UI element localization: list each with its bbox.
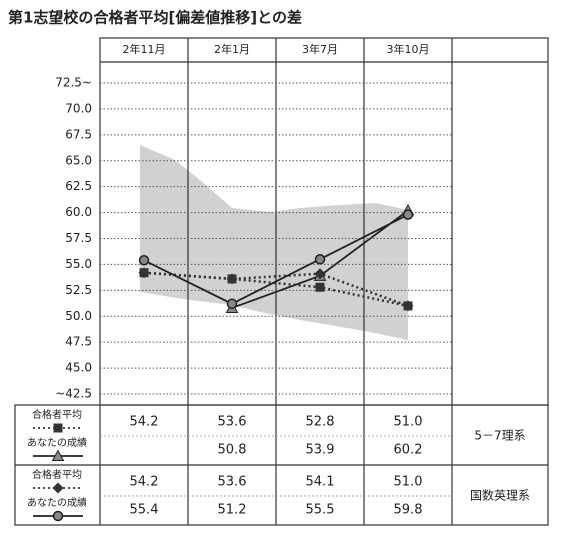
- legend-label: 合格者平均: [32, 408, 82, 421]
- chart-title: 第1志望校の合格者平均[偏差値推移]との差: [8, 9, 302, 27]
- marker: [138, 267, 150, 279]
- table-value: 55.5: [306, 503, 335, 518]
- legend-marker: [51, 449, 65, 461]
- y-tick-label: 55.0: [65, 257, 92, 271]
- legend-label: あなたの成績: [27, 496, 87, 509]
- y-tick-label: 45.0: [65, 361, 92, 375]
- table-value: 53.6: [218, 475, 247, 490]
- column-header: 2年1月: [214, 42, 250, 56]
- table-value: 52.8: [306, 415, 335, 430]
- table-value: 51.0: [394, 475, 423, 490]
- y-tick-label: ~42.5: [55, 387, 92, 401]
- series-line: [143, 213, 409, 305]
- y-tick-label: 57.5: [65, 231, 92, 245]
- marker: [226, 298, 238, 310]
- table-value: 59.8: [394, 503, 423, 518]
- legend-marker: [52, 482, 64, 494]
- y-tick-label: 52.5: [65, 283, 92, 297]
- legend-label: 合格者平均: [32, 468, 82, 481]
- marker: [402, 209, 414, 220]
- y-tick-label: 65.0: [65, 153, 92, 167]
- group-label: 国数英理系: [470, 488, 530, 503]
- table-value: 60.2: [394, 443, 423, 458]
- legend-label: あなたの成績: [27, 436, 87, 449]
- column-header: 3年10月: [387, 42, 430, 56]
- marker: [138, 255, 150, 266]
- table-value: 51.0: [394, 415, 423, 430]
- legend-marker: [52, 510, 64, 522]
- table-value: 53.9: [306, 443, 335, 458]
- marker: [314, 268, 326, 280]
- marker: [315, 282, 325, 292]
- table-value: 54.2: [130, 415, 159, 430]
- y-tick-label: 62.5: [65, 179, 92, 193]
- y-tick-label: 70.0: [65, 101, 92, 115]
- table-value: 53.6: [218, 415, 247, 430]
- y-tick-label: 67.5: [65, 127, 92, 141]
- y-tick-label: 47.5: [65, 335, 92, 349]
- column-header: 3年7月: [302, 42, 338, 56]
- column-header: 2年11月: [123, 42, 166, 56]
- table-value: 54.1: [306, 475, 335, 490]
- group-label: 5－7理系: [474, 429, 525, 443]
- table-value: 50.8: [218, 443, 247, 458]
- table-value: 51.2: [218, 503, 247, 518]
- table-value: 55.4: [130, 503, 159, 518]
- marker: [402, 300, 414, 312]
- marker: [226, 273, 238, 285]
- legend-marker: [53, 423, 63, 433]
- marker: [314, 253, 326, 265]
- range-band: [140, 145, 408, 340]
- series-line: [143, 271, 409, 308]
- y-tick-label: 72.5~: [55, 76, 92, 90]
- y-tick-label: 60.0: [65, 205, 92, 219]
- y-tick-label: 50.0: [65, 309, 92, 323]
- table-value: 54.2: [130, 475, 159, 490]
